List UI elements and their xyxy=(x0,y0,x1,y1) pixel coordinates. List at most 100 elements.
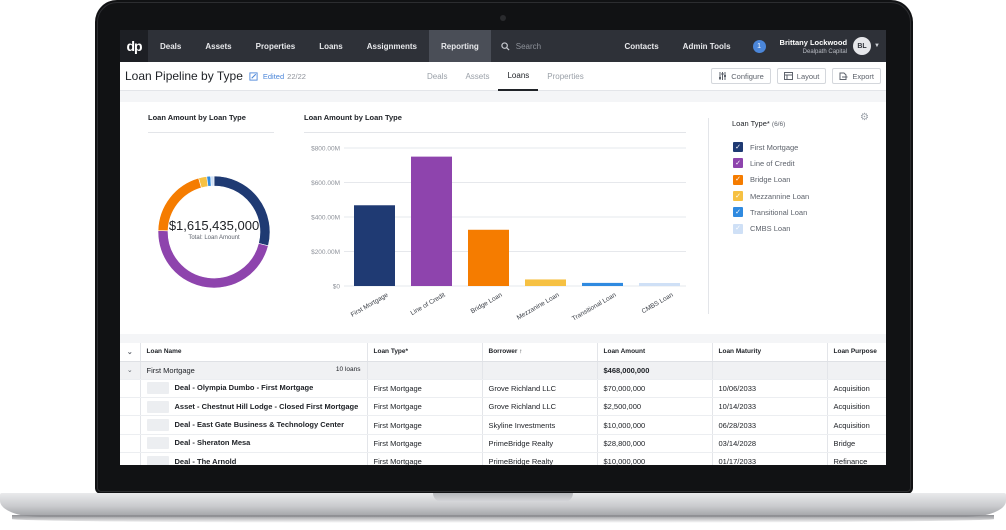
x-tick-label: Line of Credit xyxy=(410,292,447,317)
bar-cmbs-loan[interactable] xyxy=(639,283,680,286)
column-header-loan-amount[interactable]: Loan Amount xyxy=(597,343,713,362)
edited-count: 22/22 xyxy=(287,71,306,81)
nav-loans[interactable]: Loans xyxy=(319,41,343,51)
donut-total-label: Total: Loan Amount xyxy=(188,235,240,241)
nav-admin-tools[interactable]: Admin Tools xyxy=(682,41,731,51)
bar-line-of-credit[interactable] xyxy=(411,156,452,286)
sort-ascending-icon[interactable]: ↑ xyxy=(519,348,523,356)
bar-chart: $800.00M $600.00M $400.00M $200.00M $0 First … xyxy=(311,146,686,323)
export-icon xyxy=(839,72,848,80)
bar-first-mortgage[interactable] xyxy=(354,205,395,286)
search-icon xyxy=(501,41,510,51)
app-logo[interactable]: dp xyxy=(120,30,148,62)
checkbox-icon[interactable]: ✓ xyxy=(733,174,743,185)
configure-button[interactable]: Configure xyxy=(711,68,771,84)
tab-loans[interactable]: Loans xyxy=(498,62,539,91)
bar-bridge-loan[interactable] xyxy=(468,229,509,286)
loan-thumbnail xyxy=(146,455,169,465)
checkbox-icon[interactable]: ✓ xyxy=(733,223,743,234)
screen: dp Deals Assets Properties Loans Assignm… xyxy=(120,30,886,465)
legend-label: Line of Credit xyxy=(750,158,795,168)
tab-deals[interactable]: Deals xyxy=(427,72,448,81)
column-header-loan-purpose[interactable]: Loan Purpose xyxy=(827,343,886,362)
edit-report-icon[interactable] xyxy=(249,71,258,81)
nav-deals[interactable]: Deals xyxy=(160,41,182,51)
legend-item[interactable]: ✓ Transitional Loan xyxy=(733,204,809,220)
nav-properties[interactable]: Properties xyxy=(255,41,296,51)
loan-name: Deal - The Arnold xyxy=(174,456,237,465)
nav-reporting[interactable]: Reporting xyxy=(428,30,491,62)
loan-amount-cell: $10,000,000 xyxy=(597,452,713,465)
checkbox-icon[interactable]: ✓ xyxy=(733,142,743,153)
x-tick-label: First Mortgage xyxy=(350,291,390,318)
legend-label: First Mortgage xyxy=(750,142,799,152)
loan-name-cell[interactable]: Deal - East Gate Business & Technology C… xyxy=(140,415,368,435)
gear-icon[interactable]: ⚙ xyxy=(860,112,869,123)
table-row[interactable]: Asset - Chestnut Hill Lodge - Closed Fir… xyxy=(120,397,886,417)
table-row[interactable]: Deal - East Gate Business & Technology C… xyxy=(120,415,886,435)
tab-assets[interactable]: Assets xyxy=(465,72,490,81)
loan-name: Asset - Chestnut Hill Lodge - Closed Fir… xyxy=(174,401,359,411)
y-tick-label: $800.00M xyxy=(311,146,340,153)
column-header-loan-maturity[interactable]: Loan Maturity xyxy=(712,343,828,362)
column-header-loan-name[interactable]: Loan Name xyxy=(140,343,368,362)
legend-count: (6/6) xyxy=(771,121,786,128)
table-row[interactable]: Deal - Sheraton Mesa First Mortgage PrimeB… xyxy=(120,434,886,453)
legend-label: Mezzannine Loan xyxy=(750,191,810,201)
bar-mezzanine-loan[interactable] xyxy=(525,279,566,286)
row-spacer-cell xyxy=(120,452,141,465)
legend-item[interactable]: ✓ Bridge Loan xyxy=(733,172,809,188)
user-info[interactable]: Brittany Lockwood Dealpath Capital xyxy=(780,38,848,55)
user-company: Dealpath Capital xyxy=(802,48,848,55)
checkbox-icon[interactable]: ✓ xyxy=(733,207,743,218)
checkbox-icon[interactable]: ✓ xyxy=(733,191,743,202)
loan-name-cell[interactable]: Deal - Sheraton Mesa xyxy=(140,434,368,453)
chart-panel: Loan Amount by Loan Type $1,615,435,000 … xyxy=(120,102,886,334)
loan-name-cell[interactable]: Asset - Chestnut Hill Lodge - Closed Fir… xyxy=(140,397,368,417)
column-header-borrower[interactable]: Borrower ↑ xyxy=(482,343,598,362)
row-spacer-cell xyxy=(120,379,141,399)
nav-assignments[interactable]: Assignments xyxy=(366,41,417,51)
loan-type-cell: First Mortgage xyxy=(367,434,483,453)
column-header-loan-type[interactable]: Loan Type* xyxy=(367,343,483,362)
notification-badge[interactable]: 1 xyxy=(752,39,766,53)
loan-purpose-cell: Refinance xyxy=(827,452,886,465)
table-row[interactable]: Deal - Olympia Dumbo - First Mortgage Fir… xyxy=(120,379,886,399)
group-row[interactable]: ⌄ First Mortgage 10 loans $468,000,000 xyxy=(120,361,886,380)
tab-properties[interactable]: Properties xyxy=(547,72,584,81)
borrower-cell: Skyline Investments xyxy=(482,415,598,435)
checkbox-icon[interactable]: ✓ xyxy=(733,158,743,169)
loan-name-cell[interactable]: Deal - Olympia Dumbo - First Mortgage xyxy=(140,379,368,399)
donut-chart-title: Loan Amount by Loan Type xyxy=(148,113,246,122)
nav-search[interactable]: Search xyxy=(491,30,591,62)
table-row[interactable]: Deal - The Arnold First Mortgage PrimeBrid… xyxy=(120,452,886,465)
loan-maturity-cell: 06/28/2033 xyxy=(712,415,828,435)
donut-slice-cmbs-loan[interactable] xyxy=(210,175,215,187)
collapse-all-icon[interactable]: ⌄ xyxy=(120,343,141,362)
legend-divider xyxy=(708,118,709,314)
chevron-down-icon[interactable]: ⌄ xyxy=(120,361,141,380)
group-count: 10 loans xyxy=(335,365,361,373)
export-button[interactable]: Export xyxy=(832,68,881,84)
legend-item[interactable]: ✓ First Mortgage xyxy=(733,139,809,155)
nav-assets[interactable]: Assets xyxy=(205,41,232,51)
loans-table: ⌄ Loan Name Loan Type* Borrower ↑ Loan A… xyxy=(120,343,886,465)
avatar[interactable]: BL xyxy=(853,37,872,55)
nav-contacts[interactable]: Contacts xyxy=(624,41,659,51)
loan-purpose-cell: Acquisition xyxy=(827,397,886,417)
loan-thumbnail xyxy=(146,437,169,450)
group-empty-cell xyxy=(482,361,598,380)
table-header-row: ⌄ Loan Name Loan Type* Borrower ↑ Loan A… xyxy=(120,343,886,362)
legend-item[interactable]: ✓ Line of Credit xyxy=(733,155,809,171)
legend-item[interactable]: ✓ CMBS Loan xyxy=(733,220,809,236)
loan-name-cell[interactable]: Deal - The Arnold xyxy=(140,452,368,465)
legend-label: Transitional Loan xyxy=(750,207,808,217)
legend: ✓ First Mortgage ✓ Line of Credit ✓ Bridge Lo… xyxy=(733,139,809,237)
edited-label[interactable]: Edited xyxy=(262,71,285,81)
layout-button[interactable]: Layout xyxy=(776,68,827,84)
y-tick-label: $600.00M xyxy=(311,180,340,187)
chevron-down-icon[interactable]: ▼ xyxy=(874,43,880,49)
top-navigation: dp Deals Assets Properties Loans Assignm… xyxy=(120,30,886,62)
bar-transitional-loan[interactable] xyxy=(582,282,623,286)
legend-item[interactable]: ✓ Mezzannine Loan xyxy=(733,188,809,204)
